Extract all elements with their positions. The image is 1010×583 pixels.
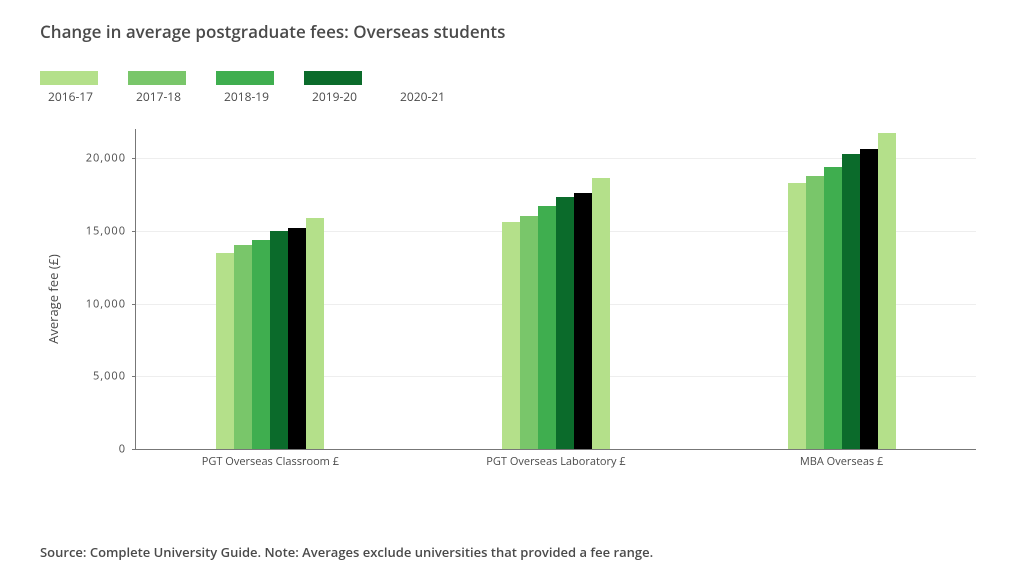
plot: 05,00010,00015,00020,000PGT Overseas Cla… [135, 129, 976, 450]
bar[interactable] [520, 216, 538, 449]
y-tick-label: 15,000 [86, 223, 126, 238]
bar[interactable] [288, 228, 306, 449]
legend: 2016-17 2017-18 2018-19 2019-20 2020-21 [40, 71, 980, 105]
y-tickmark [132, 304, 136, 305]
legend-label: 2019-20 [312, 88, 357, 105]
chart-title: Change in average postgraduate fees: Ove… [40, 20, 980, 43]
legend-item-2017-18: 2017-18 [128, 71, 186, 105]
bar[interactable] [824, 167, 842, 449]
y-axis-title: Average fee (£) [44, 254, 62, 344]
y-tick-label: 5,000 [93, 369, 126, 384]
bar[interactable] [574, 193, 592, 449]
y-tick-label: 10,000 [86, 296, 126, 311]
legend-item-2019-20: 2019-20 [304, 71, 362, 105]
x-category-label: PGT Overseas Classroom £ [202, 454, 339, 469]
y-tickmark [132, 449, 136, 450]
bar-group: MBA Overseas £ [788, 133, 896, 449]
x-category-label: MBA Overseas £ [800, 454, 883, 469]
legend-label: 2020-21 [400, 88, 445, 105]
legend-item-2016-17: 2016-17 [40, 71, 98, 105]
bar[interactable] [592, 178, 610, 449]
y-tick-label: 0 [119, 442, 126, 457]
bar-group: PGT Overseas Classroom £ [216, 218, 324, 449]
bar[interactable] [788, 183, 806, 449]
bar-group: PGT Overseas Laboratory £ [502, 178, 610, 449]
bar[interactable] [860, 149, 878, 449]
chart-area: Average fee (£) 05,00010,00015,00020,000… [75, 129, 975, 469]
bar[interactable] [252, 240, 270, 449]
legend-label: 2016-17 [48, 88, 93, 105]
footer-note: Source: Complete University Guide. Note:… [40, 543, 653, 561]
legend-item-2018-19: 2018-19 [216, 71, 274, 105]
bar[interactable] [216, 253, 234, 449]
legend-label: 2018-19 [224, 88, 269, 105]
bar[interactable] [556, 197, 574, 449]
legend-item-2020-21: 2020-21 [392, 71, 450, 105]
x-category-label: PGT Overseas Laboratory £ [486, 454, 625, 469]
legend-swatch [392, 71, 450, 85]
legend-swatch [40, 71, 98, 85]
chart-container: Change in average postgraduate fees: Ove… [0, 0, 1010, 583]
y-tick-label: 20,000 [86, 151, 126, 166]
bar[interactable] [842, 154, 860, 449]
y-tickmark [132, 231, 136, 232]
bar[interactable] [270, 231, 288, 449]
bar[interactable] [234, 245, 252, 449]
legend-swatch [304, 71, 362, 85]
bar[interactable] [306, 218, 324, 449]
y-tickmark [132, 376, 136, 377]
bar[interactable] [878, 133, 896, 449]
legend-swatch [128, 71, 186, 85]
bar[interactable] [502, 222, 520, 449]
legend-label: 2017-18 [136, 88, 181, 105]
bar[interactable] [538, 206, 556, 449]
legend-swatch [216, 71, 274, 85]
y-tickmark [132, 158, 136, 159]
bar[interactable] [806, 176, 824, 449]
